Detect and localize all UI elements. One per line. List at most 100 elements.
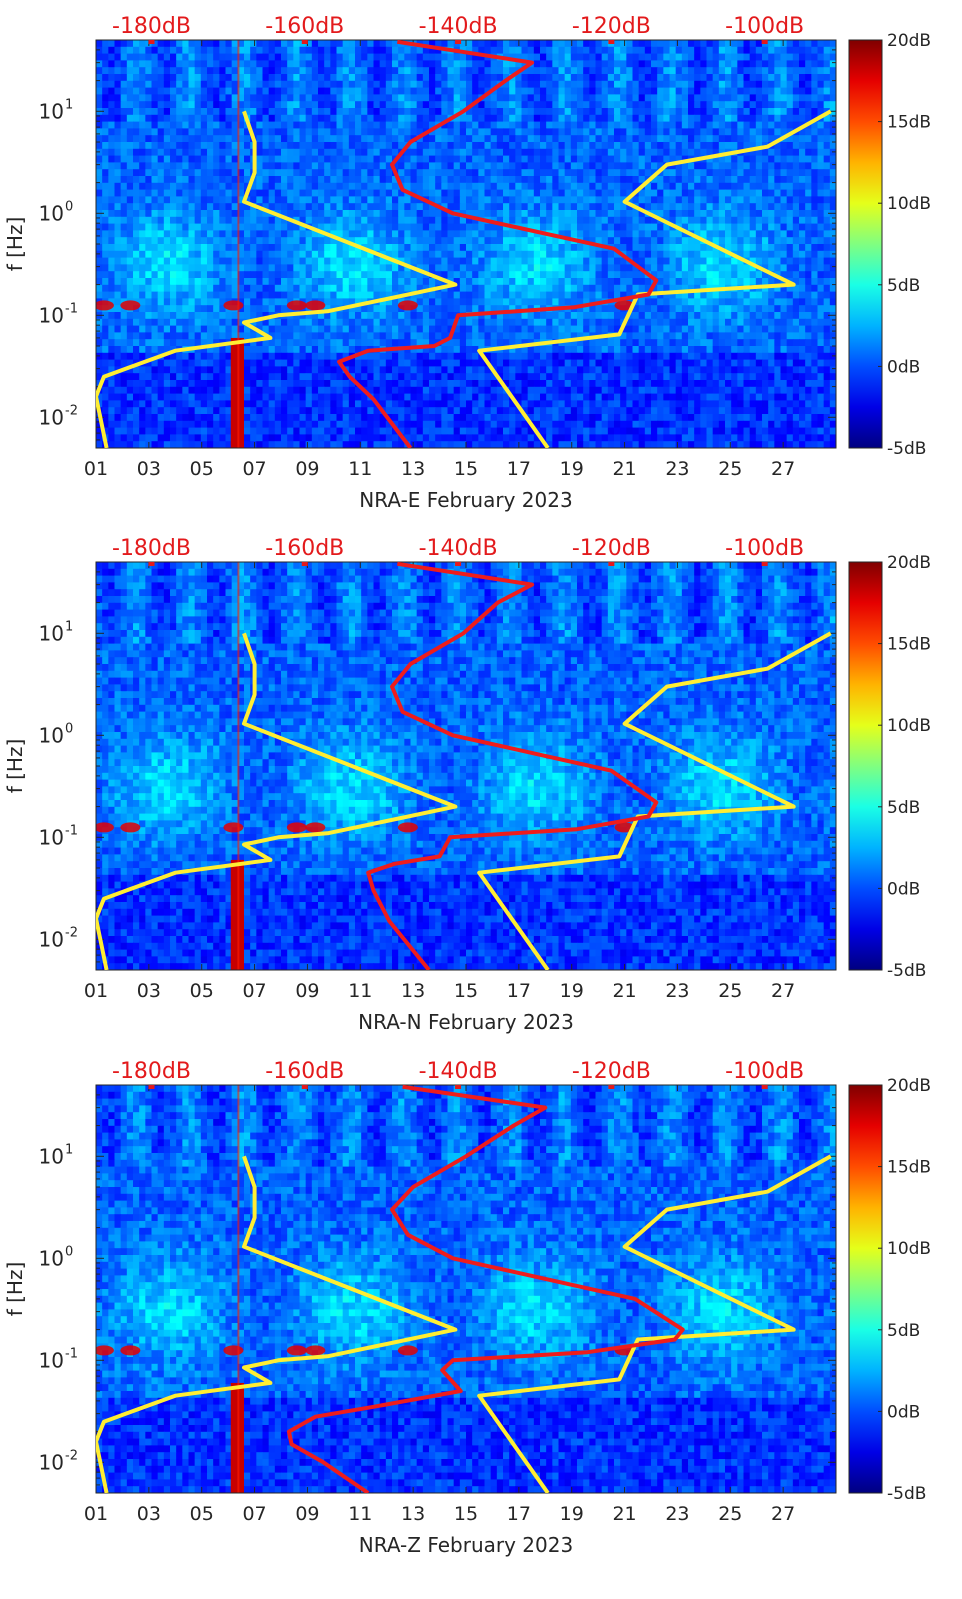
y-axis-label: f [Hz] (3, 1262, 27, 1317)
top-axis-label: -180dB (112, 14, 191, 39)
top-axis-tick (608, 1085, 615, 1089)
colorbar-label: -5dB (887, 961, 926, 981)
x-tick-label: 21 (612, 458, 636, 480)
red-psd-curve (337, 40, 659, 448)
x-axis-label: NRA-N February 2023 (358, 1010, 574, 1034)
colorbar-label: 15dB (887, 113, 931, 133)
top-axis-label: -180dB (112, 1059, 191, 1084)
top-axis-tick (761, 1085, 768, 1089)
x-tick-label: 19 (560, 1503, 584, 1525)
yellow-psd-curve (477, 1154, 832, 1493)
y-tick-label: 10 (39, 405, 64, 429)
x-tick-label: 11 (348, 980, 372, 1002)
x-tick-label: 23 (665, 1503, 689, 1525)
x-tick-label: 13 (401, 980, 425, 1002)
x-tick-label: 27 (771, 458, 795, 480)
x-tick-label: 13 (401, 1503, 425, 1525)
x-tick-label: 25 (718, 980, 742, 1002)
x-tick-label: 03 (137, 1503, 161, 1525)
y-tick-exponent: -1 (65, 301, 78, 316)
y-tick-exponent: -1 (65, 823, 78, 838)
y-tick-label: 10 (39, 927, 64, 951)
y-tick-exponent: 0 (65, 721, 73, 736)
x-tick-label: 07 (242, 458, 266, 480)
top-axis-label: -180dB (112, 536, 191, 561)
x-tick-label: 17 (507, 1503, 531, 1525)
yellow-psd-curve (96, 1155, 458, 1493)
colorbar-label: 0dB (887, 1402, 920, 1422)
yellow-psd-curve (477, 631, 832, 970)
colorbar-label: 15dB (887, 635, 931, 655)
y-tick-label: 10 (39, 1348, 64, 1372)
y-tick-label: 10 (39, 1246, 64, 1270)
top-axis-label: -140dB (419, 536, 498, 561)
x-tick-label: 11 (348, 1503, 372, 1525)
x-tick-label: 03 (137, 458, 161, 480)
colorbar-label: 10dB (887, 716, 931, 736)
x-tick-label: 09 (295, 458, 319, 480)
y-tick-exponent: -2 (65, 403, 78, 418)
yellow-psd-curve (96, 110, 458, 448)
x-tick-label: 01 (84, 458, 108, 480)
x-tick-label: 19 (560, 458, 584, 480)
top-axis-label: -120dB (572, 536, 651, 561)
colorbar-label: 5dB (887, 798, 920, 818)
x-tick-label: 27 (771, 1503, 795, 1525)
y-tick-label: 10 (39, 99, 64, 123)
top-axis-tick (301, 40, 308, 44)
y-tick-exponent: 0 (65, 199, 73, 214)
colorbar: 20dB 15dB 10dB 5dB 0dB -5dB (848, 553, 931, 981)
y-tick-exponent: -2 (65, 1448, 78, 1463)
x-tick-label: 17 (507, 458, 531, 480)
top-axis-tick (608, 562, 615, 566)
x-tick-label: 09 (295, 980, 319, 1002)
red-psd-curve (366, 562, 659, 970)
y-tick-label: 10 (39, 303, 64, 327)
y-tick-exponent: -1 (65, 1346, 78, 1361)
x-tick-label: 23 (665, 458, 689, 480)
red-psd-curve (286, 1085, 685, 1493)
colorbar-gradient (848, 39, 883, 449)
colorbar-label: 20dB (887, 553, 931, 573)
top-axis-tick (455, 40, 462, 44)
colorbar-label: 5dB (887, 276, 920, 296)
colorbar-gradient (848, 1084, 883, 1494)
x-tick-label: 23 (665, 980, 689, 1002)
x-axis-label: NRA-E February 2023 (359, 488, 572, 512)
y-tick-label: 10 (39, 621, 64, 645)
top-axis-label: -160dB (265, 1059, 344, 1084)
colorbar-label: 10dB (887, 194, 931, 214)
top-axis-label: -100dB (725, 1059, 804, 1084)
y-tick-label: 10 (39, 723, 64, 747)
top-axis-label: -120dB (572, 14, 651, 39)
x-tick-label: 01 (84, 1503, 108, 1525)
y-tick-label: 10 (39, 1144, 64, 1168)
heatmap (96, 1085, 836, 1493)
top-axis-tick (301, 1085, 308, 1089)
x-tick-label: 07 (242, 980, 266, 1002)
colorbar-label: 0dB (887, 357, 920, 377)
x-tick-label: 25 (718, 1503, 742, 1525)
y-tick-exponent: 1 (65, 619, 73, 634)
x-tick-label: 15 (454, 1503, 478, 1525)
yellow-psd-curve (477, 109, 832, 448)
top-axis-label: -160dB (265, 14, 344, 39)
x-tick-label: 05 (190, 458, 214, 480)
colorbar-label: -5dB (887, 1484, 926, 1504)
colorbar: 20dB 15dB 10dB 5dB 0dB -5dB (848, 31, 931, 459)
top-axis-tick (148, 40, 155, 44)
top-axis-label: -100dB (725, 536, 804, 561)
x-tick-label: 15 (454, 458, 478, 480)
x-tick-label: 15 (454, 980, 478, 1002)
top-axis-tick (301, 562, 308, 566)
y-tick-label: 10 (39, 825, 64, 849)
x-tick-label: 27 (771, 980, 795, 1002)
top-axis-tick (148, 562, 155, 566)
y-tick-exponent: -2 (65, 925, 78, 940)
top-axis-tick (608, 40, 615, 44)
x-tick-label: 05 (190, 980, 214, 1002)
top-axis-tick (148, 1085, 155, 1089)
colorbar-label: -5dB (887, 439, 926, 459)
